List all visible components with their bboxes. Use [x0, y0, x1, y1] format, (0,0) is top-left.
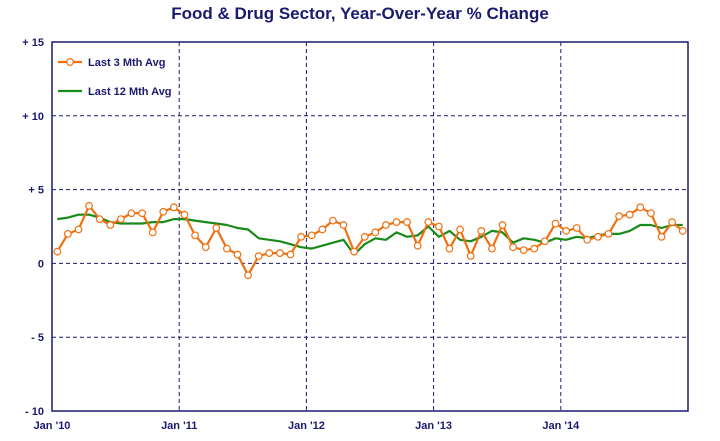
data-point — [509, 243, 517, 252]
data-point — [318, 225, 327, 234]
y-tick-label: + 15 — [22, 37, 44, 49]
data-point — [625, 210, 634, 219]
plot-area — [52, 42, 688, 411]
data-point — [127, 209, 136, 218]
data-point — [116, 215, 125, 224]
y-tick-label: + 5 — [28, 185, 44, 197]
legend-marker-3mth — [66, 58, 74, 66]
data-point — [562, 227, 570, 235]
data-point — [403, 218, 412, 226]
x-tick-label: Jan '12 — [288, 420, 325, 432]
data-point — [191, 231, 200, 240]
data-point — [498, 221, 507, 229]
data-point — [350, 247, 359, 256]
data-point — [488, 244, 496, 253]
data-point — [254, 252, 263, 260]
data-point — [95, 215, 104, 224]
data-point — [148, 228, 157, 237]
data-point — [233, 250, 242, 259]
legend-label-3mth: Last 3 Mth Avg — [88, 57, 165, 69]
data-point — [74, 225, 83, 234]
data-point — [169, 203, 178, 212]
data-point — [85, 201, 93, 210]
data-point — [382, 221, 390, 229]
data-point — [413, 241, 422, 250]
data-point — [159, 207, 168, 216]
data-point — [668, 218, 676, 226]
data-point — [63, 229, 72, 238]
data-point — [594, 232, 602, 241]
y-tick-label: 0 — [38, 258, 44, 270]
series-line-12mth — [57, 213, 683, 256]
data-point — [456, 225, 465, 234]
data-point — [138, 209, 147, 218]
data-point — [435, 222, 443, 231]
y-tick-label: - 5 — [31, 332, 44, 344]
data-point — [678, 227, 687, 235]
data-point — [371, 228, 380, 237]
data-point — [615, 212, 623, 221]
data-point — [329, 216, 337, 225]
data-point — [636, 203, 645, 212]
data-point — [541, 237, 549, 246]
data-point — [477, 227, 486, 235]
y-tick-label: - 10 — [25, 406, 44, 418]
data-point — [657, 232, 666, 241]
data-point — [201, 243, 210, 252]
data-point — [222, 244, 231, 253]
x-tick-label: Jan '14 — [542, 420, 580, 432]
data-point — [286, 250, 295, 259]
data-point — [392, 218, 401, 226]
data-point — [307, 231, 316, 240]
data-point — [551, 219, 560, 228]
data-point — [265, 249, 274, 257]
plot-border — [51, 41, 689, 412]
x-tick-label: Jan '13 — [415, 420, 452, 432]
x-tick-label: Jan '10 — [34, 420, 71, 432]
data-point — [530, 244, 539, 253]
x-tick-label: Jan '11 — [161, 420, 197, 432]
data-point — [360, 232, 369, 241]
data-point — [604, 229, 613, 238]
data-point — [297, 232, 306, 241]
data-point — [647, 209, 655, 218]
y-tick-label: + 10 — [22, 111, 44, 123]
data-point — [212, 224, 221, 232]
data-point — [519, 246, 528, 255]
data-point — [180, 210, 189, 219]
data-point — [339, 221, 348, 229]
data-point — [106, 221, 115, 229]
data-point — [583, 235, 592, 244]
legend-label-12mth: Last 12 Mth Avg — [88, 86, 172, 98]
data-point — [276, 249, 284, 257]
data-point — [53, 247, 62, 256]
data-point — [424, 218, 433, 226]
chart-title: Food & Drug Sector, Year-Over-Year % Cha… — [171, 4, 549, 23]
data-point — [445, 244, 454, 253]
data-point — [244, 271, 253, 280]
data-point — [572, 224, 581, 232]
data-point — [466, 252, 475, 260]
